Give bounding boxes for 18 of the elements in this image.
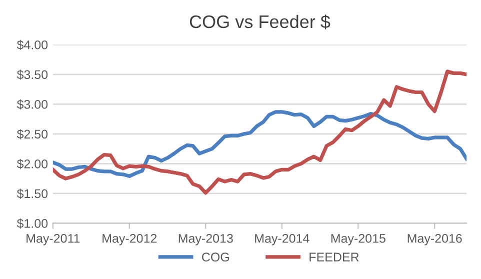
x-tick-label: May-2015 <box>331 234 386 246</box>
y-tick-label: $2.00 <box>16 158 48 170</box>
y-tick-label: $2.50 <box>16 129 48 140</box>
x-tick-label: May-2016 <box>408 234 462 246</box>
x-tick-label: May-2014 <box>255 234 310 246</box>
legend-label: FEEDER <box>310 252 359 262</box>
legend-label: COG <box>202 252 229 262</box>
line-series <box>52 70 467 195</box>
y-tick-label: $1.50 <box>16 188 48 199</box>
y-tick-label: $4.00 <box>16 40 48 50</box>
y-tick-label: $3.00 <box>16 99 48 110</box>
y-tick-label: $1.00 <box>16 218 48 229</box>
x-tick-label: May-2011 <box>26 234 80 246</box>
y-tick-label: $3.50 <box>16 70 48 80</box>
x-tick-label: May-2012 <box>102 234 157 246</box>
x-tick-label: May-2013 <box>178 234 233 246</box>
line-series <box>52 110 467 178</box>
chart-title: COG vs Feeder $ <box>190 14 330 30</box>
